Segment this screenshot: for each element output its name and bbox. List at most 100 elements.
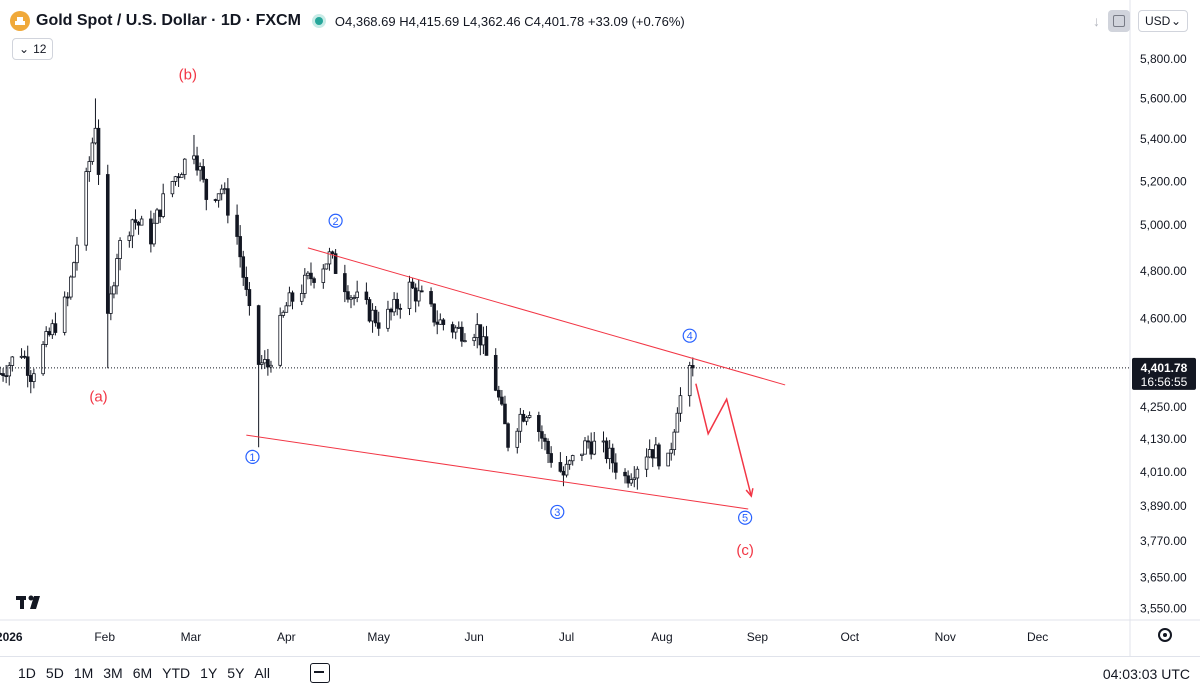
candle: [478, 324, 483, 346]
candle: [506, 423, 510, 448]
candle: [346, 291, 350, 300]
timeframe-1y[interactable]: 1Y: [200, 665, 218, 681]
candle: [420, 290, 424, 293]
price-chart[interactable]: 5,800.00 5,600.00 5,400.00 5,200.00 5,000.00…: [0, 0, 1200, 656]
candle: [389, 308, 393, 313]
wedge-trendline[interactable]: [246, 434, 749, 510]
candle: [290, 292, 295, 302]
indicators-count: 12: [33, 42, 47, 56]
candle: [497, 389, 501, 398]
x-tick-label: Apr: [277, 630, 296, 644]
candle: [481, 336, 486, 346]
timeframe-3m[interactable]: 3M: [103, 665, 123, 681]
y-tick-label: 5,200.00: [1140, 174, 1187, 188]
candle: [19, 355, 24, 358]
wave-label-3: 3: [554, 507, 560, 519]
timeframe-5d[interactable]: 5D: [45, 665, 64, 681]
candle: [238, 236, 242, 258]
candle: [330, 251, 335, 255]
candle: [112, 285, 116, 295]
y-tick-label: 5,400.00: [1140, 132, 1187, 146]
candle: [432, 303, 436, 323]
candle: [333, 253, 338, 274]
candle: [463, 340, 467, 343]
x-tick-label: May: [367, 630, 390, 644]
candle: [75, 244, 79, 264]
candle: [10, 356, 15, 366]
candle: [687, 365, 692, 397]
timeframe-all[interactable]: All: [254, 665, 270, 681]
candle: [398, 307, 403, 310]
candle: [195, 155, 199, 171]
symbol-title[interactable]: Gold Spot / U.S. Dollar · 1D · FXCM: [36, 12, 301, 29]
candle: [604, 440, 609, 460]
wave-circle-4: [682, 328, 697, 343]
candle: [309, 272, 313, 280]
candle: [666, 452, 670, 467]
candle: [580, 453, 584, 456]
x-tick-label: Mar: [181, 630, 202, 644]
y-tick-label: 4,800.00: [1140, 264, 1187, 278]
candle: [343, 273, 347, 293]
candle: [226, 188, 230, 216]
candle: [198, 166, 202, 171]
candle: [87, 161, 92, 172]
candle: [416, 290, 421, 302]
download-arrow-icon[interactable]: ↓: [1093, 13, 1100, 29]
candle: [635, 468, 640, 479]
y-tick-label: 5,000.00: [1140, 218, 1187, 232]
timeframe-5y[interactable]: 5Y: [227, 665, 245, 681]
timeframe-1d[interactable]: 1D: [18, 665, 36, 681]
wave-circle-2: [328, 213, 343, 228]
candle: [650, 449, 655, 459]
candle: [549, 453, 553, 463]
candle: [158, 209, 162, 217]
candle: [503, 403, 507, 425]
candle: [518, 413, 523, 432]
candle: [521, 413, 526, 422]
candle: [25, 356, 30, 376]
candle: [614, 462, 618, 473]
currency-select[interactable]: USD ⌄: [1138, 10, 1188, 32]
candle: [654, 444, 658, 459]
maximize-button[interactable]: [1108, 10, 1130, 32]
x-tick-label: 2026: [0, 630, 23, 644]
y-tick-label: 5,800.00: [1140, 52, 1187, 66]
candle: [537, 415, 541, 432]
candle: [32, 373, 36, 382]
top-right-controls: ↓ USD ⌄: [1093, 10, 1188, 32]
square-icon: [1113, 15, 1125, 27]
date-range-icon[interactable]: [310, 663, 330, 683]
symbol-header: Gold Spot / U.S. Dollar · 1D · FXCM O4,3…: [10, 8, 685, 34]
wave-label-5: 5: [742, 513, 748, 525]
candle: [629, 479, 633, 484]
timeframe-1m[interactable]: 1M: [73, 665, 94, 681]
candle: [173, 176, 178, 182]
candle: [284, 305, 289, 313]
tradingview-logo: [16, 591, 46, 615]
wedge-trendline[interactable]: [307, 247, 786, 386]
candle: [589, 441, 593, 455]
wave-label-c: (c): [736, 542, 754, 559]
candle: [152, 222, 156, 245]
settings-gear-icon[interactable]: [1158, 628, 1172, 642]
candle: [149, 218, 153, 245]
indicators-toggle-button[interactable]: ⌄ 12: [12, 38, 54, 60]
timeframe-ytd[interactable]: YTD: [162, 665, 191, 681]
candle: [93, 127, 98, 144]
candle: [364, 291, 369, 300]
candle: [176, 176, 181, 179]
timeframe-6m[interactable]: 6M: [132, 665, 153, 681]
x-tick-label: Nov: [935, 630, 956, 644]
candle: [352, 297, 356, 299]
projection-path[interactable]: [695, 383, 753, 497]
candle: [570, 455, 575, 462]
last-price-label: 4,401.78: [1141, 361, 1188, 375]
candle: [610, 447, 615, 464]
candle: [201, 166, 206, 180]
candle: [456, 326, 461, 329]
candle: [567, 460, 572, 465]
candle: [675, 412, 680, 433]
utc-clock[interactable]: 04:03:03 UTC: [1102, 666, 1190, 682]
candle: [22, 355, 27, 358]
